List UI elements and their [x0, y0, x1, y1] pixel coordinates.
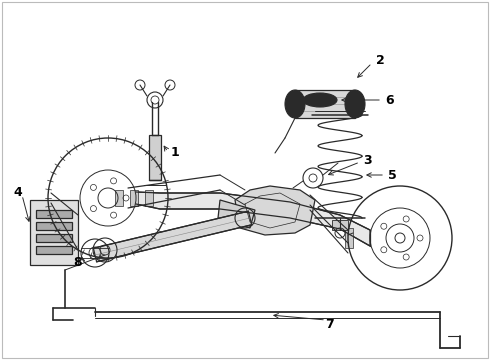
Polygon shape [30, 200, 78, 265]
Text: 5: 5 [388, 168, 396, 181]
Polygon shape [36, 246, 72, 254]
Polygon shape [36, 234, 72, 242]
Circle shape [315, 95, 325, 105]
Polygon shape [36, 222, 72, 230]
Bar [145, 190, 153, 206]
Polygon shape [235, 186, 315, 235]
Polygon shape [218, 200, 255, 228]
Text: 7: 7 [326, 319, 334, 332]
Polygon shape [295, 90, 355, 118]
Ellipse shape [309, 95, 331, 105]
Bar [332, 220, 348, 230]
Bar [115, 190, 123, 206]
Text: 6: 6 [386, 94, 394, 107]
Ellipse shape [285, 90, 305, 118]
Ellipse shape [303, 93, 337, 107]
Bar [130, 190, 138, 206]
Text: 4: 4 [14, 185, 23, 198]
Polygon shape [136, 192, 370, 246]
Text: 1: 1 [171, 145, 179, 158]
Text: 2: 2 [376, 54, 384, 67]
Bar [345, 228, 353, 248]
Polygon shape [36, 210, 72, 218]
Polygon shape [94, 211, 252, 262]
Text: 3: 3 [364, 153, 372, 166]
Ellipse shape [345, 90, 365, 118]
Polygon shape [149, 135, 161, 180]
Text: 8: 8 [74, 256, 82, 269]
